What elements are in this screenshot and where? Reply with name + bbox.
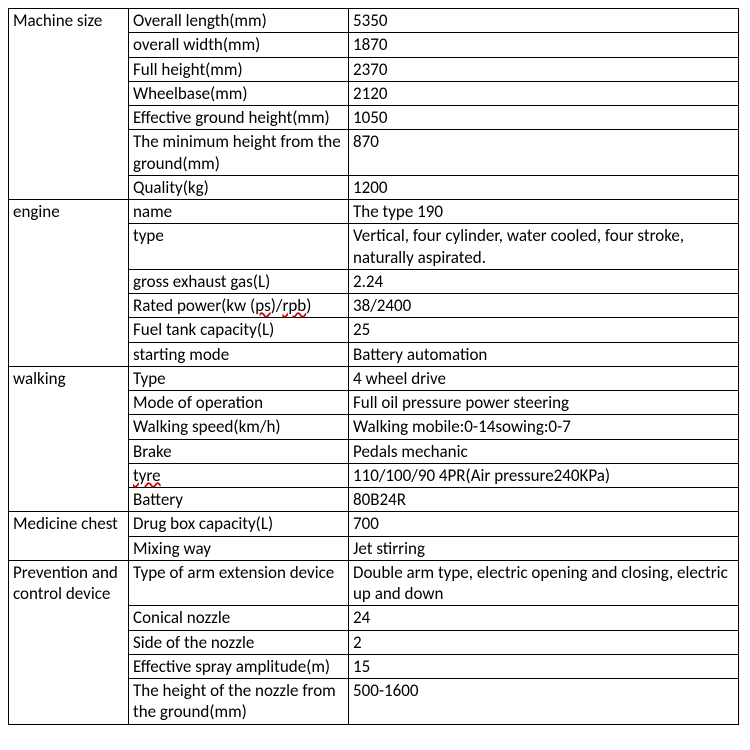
value-cell: Pedals mechanic [349, 439, 739, 463]
param-cell: The minimum height from the ground(mm) [129, 130, 349, 176]
value-cell: 38/2400 [349, 294, 739, 318]
param-cell: Wheelbase(mm) [129, 81, 349, 105]
param-cell: Mode of operation [129, 391, 349, 415]
value-cell: Walking mobile:0-14sowing:0-7 [349, 415, 739, 439]
value-cell: 24 [349, 606, 739, 630]
value-cell: 5350 [349, 9, 739, 33]
value-cell: 870 [349, 130, 739, 176]
table-row: walkingType4 wheel drive [9, 366, 739, 390]
value-cell: 15 [349, 654, 739, 678]
param-cell: Drug box capacity(L) [129, 512, 349, 536]
param-cell: Battery [129, 488, 349, 512]
value-cell: 80B24R [349, 488, 739, 512]
param-cell: Walking speed(km/h) [129, 415, 349, 439]
param-cell: Type [129, 366, 349, 390]
param-cell: Conical nozzle [129, 606, 349, 630]
value-cell: Double arm type, electric opening and cl… [349, 560, 739, 606]
value-cell: The type 190 [349, 200, 739, 224]
value-cell: 2120 [349, 81, 739, 105]
spec-table: Machine sizeOverall length(mm)5350overal… [8, 8, 739, 725]
param-cell: starting mode [129, 342, 349, 366]
value-cell: 1870 [349, 33, 739, 57]
table-row: Prevention and control deviceType of arm… [9, 560, 739, 606]
param-cell: tyre [129, 463, 349, 487]
value-cell: 2 [349, 630, 739, 654]
param-cell: gross exhaust gas(L) [129, 269, 349, 293]
param-cell: type [129, 224, 349, 270]
value-cell: Battery automation [349, 342, 739, 366]
param-cell: Rated power(kw (ps)/rpb) [129, 294, 349, 318]
group-label: walking [9, 366, 129, 512]
param-cell: Effective ground height(mm) [129, 106, 349, 130]
param-cell: The height of the nozzle from the ground… [129, 679, 349, 725]
param-cell: Overall length(mm) [129, 9, 349, 33]
value-cell: 1050 [349, 106, 739, 130]
param-cell: Fuel tank capacity(L) [129, 318, 349, 342]
param-cell: Mixing way [129, 536, 349, 560]
group-label: engine [9, 200, 129, 367]
value-cell: 110/100/90 4PR(Air pressure240KPa) [349, 463, 739, 487]
param-cell: Effective spray amplitude(m) [129, 654, 349, 678]
param-cell: Full height(mm) [129, 57, 349, 81]
value-cell: Jet stirring [349, 536, 739, 560]
value-cell: 25 [349, 318, 739, 342]
value-cell: 700 [349, 512, 739, 536]
param-cell: name [129, 200, 349, 224]
value-cell: Full oil pressure power steering [349, 391, 739, 415]
value-cell: 2.24 [349, 269, 739, 293]
group-label: Prevention and control device [9, 560, 129, 724]
group-label: Machine size [9, 9, 129, 200]
value-cell: 4 wheel drive [349, 366, 739, 390]
param-cell: Brake [129, 439, 349, 463]
param-cell: Side of the nozzle [129, 630, 349, 654]
value-cell: 1200 [349, 175, 739, 199]
group-label: Medicine chest [9, 512, 129, 561]
table-row: Medicine chestDrug box capacity(L)700 [9, 512, 739, 536]
param-cell: Quality(kg) [129, 175, 349, 199]
table-row: enginenameThe type 190 [9, 200, 739, 224]
value-cell: 500-1600 [349, 679, 739, 725]
param-cell: Type of arm extension device [129, 560, 349, 606]
value-cell: 2370 [349, 57, 739, 81]
param-cell: overall width(mm) [129, 33, 349, 57]
value-cell: Vertical, four cylinder, water cooled, f… [349, 224, 739, 270]
table-row: Machine sizeOverall length(mm)5350 [9, 9, 739, 33]
